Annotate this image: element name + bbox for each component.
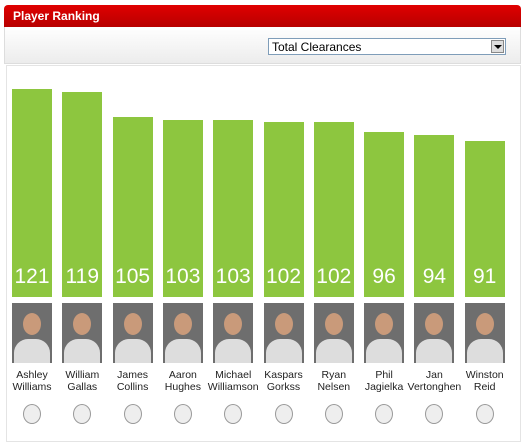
photo-body bbox=[114, 339, 151, 363]
photo-body bbox=[14, 339, 50, 363]
bar bbox=[213, 119, 254, 297]
player-photo bbox=[464, 303, 505, 363]
bar bbox=[12, 89, 52, 297]
player-name: James Collins bbox=[116, 369, 149, 393]
player-photo bbox=[162, 303, 203, 363]
photo-body bbox=[416, 339, 453, 363]
photo-head bbox=[375, 313, 394, 335]
player-name: Jan Vertonghen bbox=[407, 369, 462, 393]
photo-body bbox=[265, 339, 302, 363]
club-logo bbox=[475, 404, 494, 424]
player-name: Kaspars Gorkss bbox=[264, 369, 303, 393]
value-label: 91 bbox=[473, 265, 497, 288]
photo-head bbox=[73, 313, 92, 335]
value-label: 105 bbox=[115, 265, 151, 288]
player-name: William Gallas bbox=[65, 369, 100, 393]
dropdown-arrow[interactable] bbox=[491, 40, 504, 53]
value-label: 102 bbox=[265, 265, 302, 288]
photo-head bbox=[425, 313, 444, 335]
bar bbox=[464, 140, 505, 297]
player-name: Ashley Williams bbox=[12, 369, 52, 393]
player-photo bbox=[213, 303, 254, 363]
chart: 121 Ashley Williams 119 William Gallas 105 Ja… bbox=[6, 65, 521, 442]
header: Player Ranking bbox=[4, 5, 521, 27]
photo-head bbox=[324, 313, 343, 335]
photo-head bbox=[123, 313, 142, 335]
player-name: Ryan Nelsen bbox=[317, 369, 351, 393]
photo-body bbox=[366, 339, 403, 363]
photo-body bbox=[466, 339, 503, 363]
player-name: Phil Jagielka bbox=[364, 369, 404, 393]
player-photo bbox=[62, 303, 103, 363]
bar bbox=[263, 121, 304, 297]
photo-head bbox=[23, 313, 41, 335]
bar bbox=[364, 131, 405, 297]
value-label: 103 bbox=[165, 265, 201, 288]
value-label: 94 bbox=[422, 265, 447, 288]
bar bbox=[112, 116, 153, 297]
player-photo bbox=[414, 303, 455, 363]
dropdown-text: Total Clearances bbox=[272, 40, 362, 54]
photo-head bbox=[224, 313, 243, 335]
club-logo bbox=[173, 404, 192, 424]
player-name: Aaron Hughes bbox=[164, 369, 201, 393]
player-name: Winston Reid bbox=[465, 369, 504, 393]
player-photo bbox=[313, 303, 354, 363]
player-photo bbox=[364, 303, 405, 363]
photo-head bbox=[274, 313, 293, 335]
club-logo bbox=[123, 404, 142, 424]
value-label: 103 bbox=[215, 265, 251, 288]
photo-head bbox=[173, 313, 192, 335]
bar bbox=[62, 92, 103, 297]
photo-head bbox=[475, 313, 494, 335]
club-logo bbox=[224, 404, 243, 424]
value-label: 121 bbox=[14, 265, 50, 288]
player-name: Michael Williamson bbox=[207, 369, 259, 393]
player-photo bbox=[263, 303, 304, 363]
toolbar: Total Clearances bbox=[4, 27, 521, 64]
club-logo bbox=[274, 404, 293, 424]
club-logo bbox=[23, 404, 41, 424]
club-logo bbox=[73, 404, 92, 424]
bar bbox=[414, 135, 455, 297]
club-logo bbox=[375, 404, 394, 424]
photo-body bbox=[164, 339, 201, 363]
player-photo bbox=[112, 303, 153, 363]
title: Player Ranking bbox=[13, 9, 100, 23]
value-label: 119 bbox=[65, 265, 100, 288]
club-logo bbox=[425, 404, 444, 424]
value-label: 102 bbox=[316, 265, 352, 288]
photo-body bbox=[64, 339, 101, 363]
bar bbox=[313, 121, 354, 297]
bar bbox=[162, 119, 203, 297]
value-label: 96 bbox=[372, 265, 396, 288]
metric-dropdown[interactable]: Total Clearances bbox=[268, 38, 506, 55]
player-photo bbox=[12, 303, 52, 363]
club-logo bbox=[324, 404, 343, 424]
photo-body bbox=[315, 339, 352, 363]
photo-body bbox=[215, 339, 252, 363]
